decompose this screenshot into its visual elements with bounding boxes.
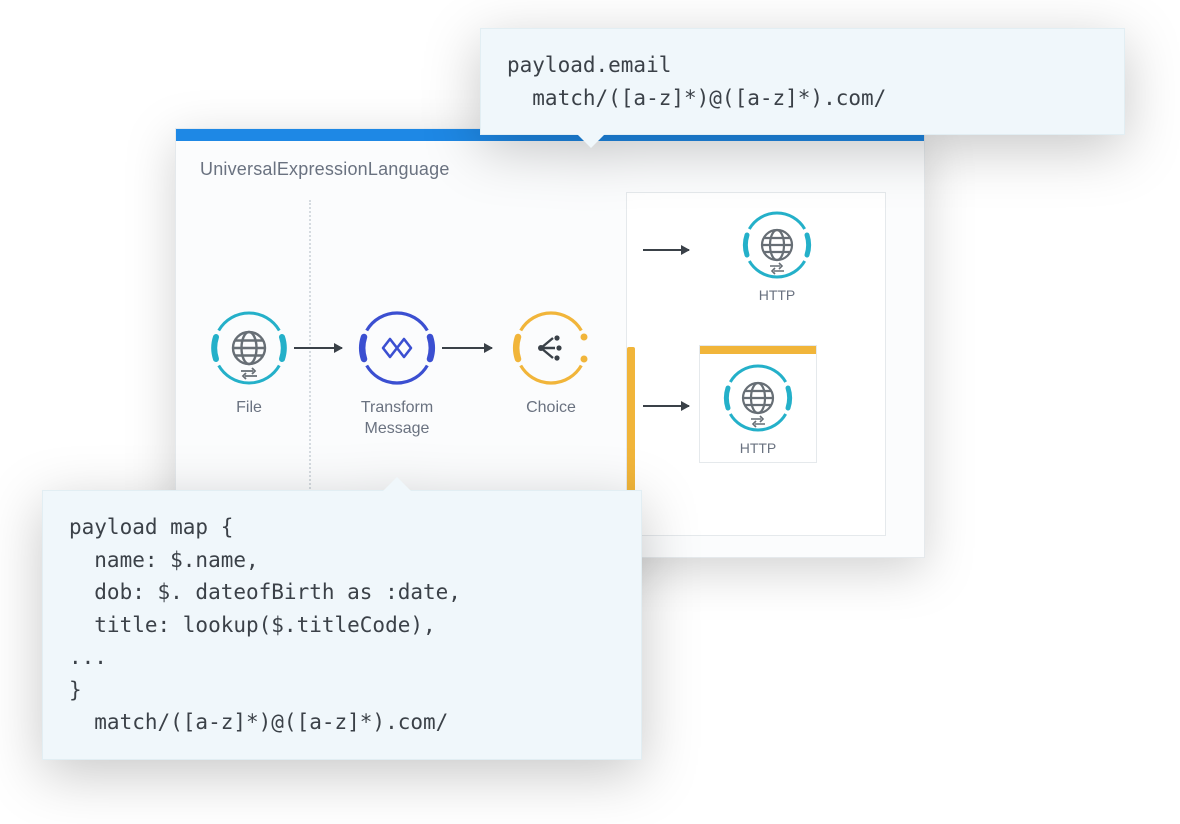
- node-label: Choice: [496, 398, 606, 419]
- http-node-2: HTTP: [699, 345, 817, 463]
- transform-node: Transform Message: [342, 308, 452, 440]
- globe-icon: [741, 209, 813, 281]
- node-label: File: [194, 398, 304, 419]
- choice-column: HTTP: [626, 192, 886, 536]
- globe-icon: [209, 308, 289, 388]
- node-label: HTTP: [722, 440, 794, 456]
- branch-icon: [511, 308, 591, 388]
- flow-arrow: [294, 347, 342, 349]
- file-node: File: [194, 308, 304, 419]
- phase-divider: [309, 200, 311, 532]
- http-frame-header: [700, 346, 816, 354]
- globe-icon: [722, 362, 794, 434]
- weave-icon: [357, 308, 437, 388]
- diagram-canvas: UniversalExpressionLanguage: [0, 0, 1180, 824]
- http-node-1: HTTP: [707, 209, 847, 303]
- node-label: HTTP: [707, 287, 847, 303]
- flow-arrow: [643, 405, 689, 407]
- code-tooltip-bottom: payload map { name: $.name, dob: $. date…: [42, 490, 642, 760]
- node-label: Transform Message: [342, 398, 452, 440]
- choice-node: Choice: [496, 308, 606, 419]
- http-frame: HTTP: [699, 345, 817, 463]
- code-tooltip-top: payload.email match/([a-z]*)@([a-z]*).co…: [480, 28, 1125, 135]
- panel-title: UniversalExpressionLanguage: [176, 141, 924, 186]
- flow-arrow: [442, 347, 492, 349]
- flow-arrow: [643, 249, 689, 251]
